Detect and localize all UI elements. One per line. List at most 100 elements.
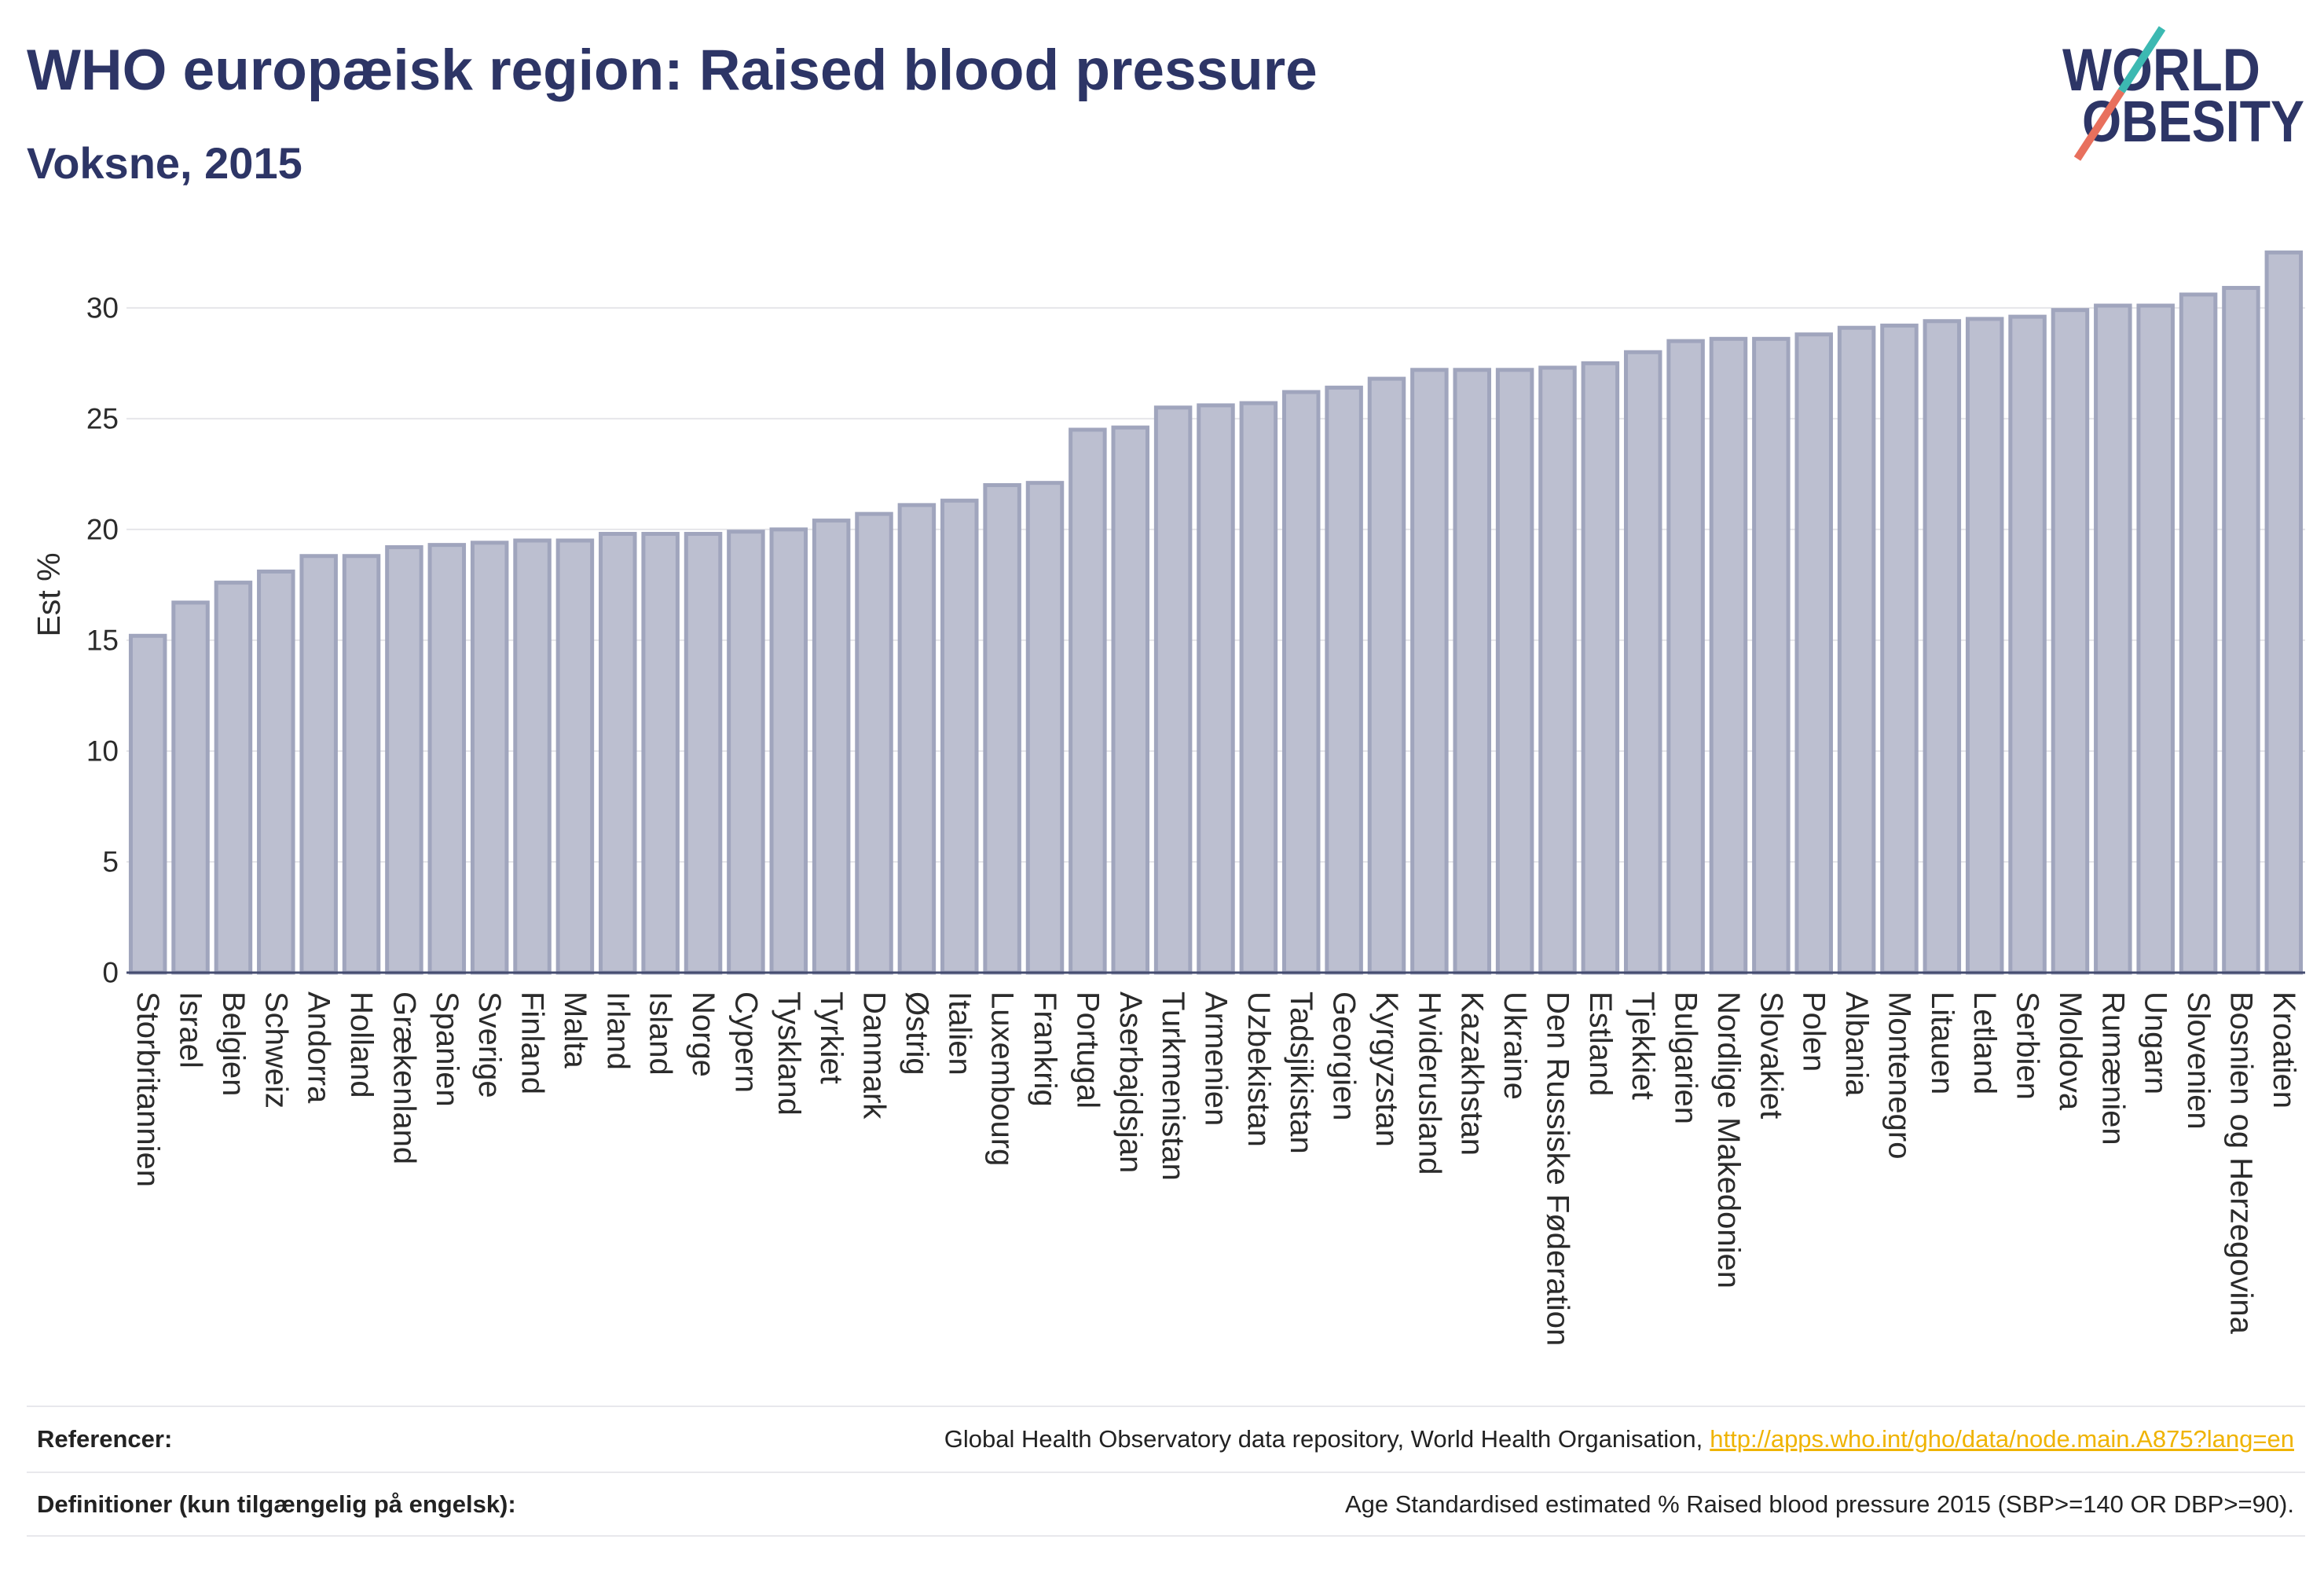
x-tick-label-moldova: Moldova — [2053, 991, 2088, 1111]
x-tick-label-uzbekistan: Uzbekistan — [1241, 991, 1276, 1147]
x-tick-label-kazakhstan: Kazakhstan — [1455, 991, 1490, 1156]
bar-rumaenien — [2094, 303, 2132, 975]
bar-albania — [1837, 325, 1876, 975]
x-tick-label-schweiz: Schweiz — [258, 991, 293, 1109]
y-axis-title: Est % — [31, 552, 67, 636]
x-tick-label-litauen: Litauen — [1925, 991, 1959, 1094]
y-tick-label-0: 0 — [102, 957, 119, 989]
bar-irland — [599, 532, 637, 975]
logo-slash-top — [2117, 26, 2166, 93]
x-tick-label-rumaenien: Rumænien — [2095, 991, 2130, 1145]
x-tick-label-kyrgyzstan: Kyrgyzstan — [1369, 991, 1404, 1147]
x-tick-label-slovakiet: Slovakiet — [1754, 991, 1788, 1119]
references-label: Referencer: — [37, 1425, 173, 1453]
definitions-label: Definitioner (kun tilgængelig på engelsk… — [37, 1490, 516, 1518]
bar-holland — [342, 554, 381, 975]
bar-chart: 0 5 10 15 20 25 30 Storbritannien Israel Belgien… — [31, 250, 2305, 1346]
x-tick-label-bulgarien: Bulgarien — [1669, 991, 1703, 1124]
x-tick-label-tadsjikistan: Tadsjikistan — [1284, 991, 1318, 1154]
references-row: Referencer: Global Health Observatory da… — [27, 1406, 2305, 1472]
footer-table: Referencer: Global Health Observatory da… — [27, 1406, 2305, 1537]
bar-storbritannien — [128, 633, 167, 975]
y-tick-label-20: 20 — [86, 513, 119, 545]
x-tick-label-ungarn: Ungarn — [2139, 991, 2173, 1094]
bar-estland — [1581, 361, 1620, 975]
x-tick-label-danmark: Danmark — [857, 991, 892, 1120]
x-tick-label-andorra: Andorra — [302, 991, 336, 1104]
x-tick-label-tyrkiet: Tyrkiet — [814, 991, 849, 1084]
x-tick-label-holland: Holland — [344, 991, 379, 1098]
bar-luxembourg — [983, 482, 1021, 975]
bar-kroatien — [2264, 250, 2304, 975]
x-tick-label-irland: Irland — [600, 991, 635, 1070]
x-tick-label-finland: Finland — [515, 991, 550, 1094]
bar-frankrig — [1025, 481, 1065, 975]
x-tick-label-letland: Letland — [1967, 991, 2002, 1094]
bar-norge — [684, 532, 723, 975]
x-tick-label-ukraine: Ukraine — [1497, 991, 1532, 1100]
x-tick-label-malta: Malta — [558, 991, 592, 1069]
bar-slovakiet — [1752, 336, 1791, 975]
y-tick-label-15: 15 — [86, 624, 119, 656]
bar-bulgarien — [1666, 339, 1705, 975]
bar-uzbekistan — [1239, 401, 1278, 975]
x-tick-label-oestrig: Østrig — [900, 991, 934, 1076]
x-tick-label-den-russiske-foederation: Den Russiske Føderation — [1540, 991, 1574, 1346]
bar-ungarn — [2136, 303, 2175, 975]
x-tick-labels: Storbritannien Israel Belgien Schweiz Andorr… — [130, 991, 2301, 1346]
logo-slash-bottom — [2073, 89, 2125, 161]
x-tick-label-kroatien: Kroatien — [2267, 991, 2301, 1109]
bar-moldova — [2051, 308, 2090, 975]
references-value: Global Health Observatory data repositor… — [944, 1425, 2294, 1453]
y-tick-label-5: 5 — [102, 845, 119, 878]
bar-nordlige-makedonien — [1709, 336, 1748, 975]
world-obesity-logo: WORLD OBESITY — [2062, 26, 2304, 161]
bar-kazakhstan — [1453, 368, 1491, 975]
x-tick-label-albania: Albania — [1839, 991, 1874, 1097]
bar-letland — [1965, 317, 2004, 975]
x-tick-label-frankrig: Frankrig — [1028, 991, 1062, 1107]
x-tick-label-sverige: Sverige — [472, 991, 507, 1098]
definitions-text: Age Standardised estimated % Raised bloo… — [1344, 1490, 2294, 1518]
bar-schweiz — [257, 569, 295, 975]
x-tick-label-tjekkiet: Tjekkiet — [1626, 991, 1660, 1100]
x-tick-label-spanien: Spanien — [430, 991, 464, 1107]
bar-malta — [555, 538, 595, 975]
y-tick-label-30: 30 — [86, 291, 119, 324]
x-tick-label-bosnien-og-herzegovina: Bosnien og Herzegovina — [2223, 991, 2258, 1335]
bar-tyskland — [769, 527, 808, 975]
y-tick-label-25: 25 — [86, 402, 119, 434]
bar-oestrig — [897, 503, 937, 975]
bar-kyrgyzstan — [1367, 376, 1406, 975]
x-tick-label-serbien: Serbien — [2011, 991, 2045, 1100]
x-tick-label-portugal: Portugal — [1070, 991, 1105, 1109]
bar-ukraine — [1495, 368, 1534, 975]
bar-aserbajdsjan — [1111, 425, 1150, 975]
bar-armenien — [1197, 403, 1235, 975]
x-tick-label-norge: Norge — [686, 991, 720, 1077]
x-tick-label-hviderusland: Hviderusland — [1412, 991, 1446, 1175]
bar-den-russiske-foederation — [1538, 365, 1577, 975]
bar-hviderusland — [1410, 368, 1449, 975]
chart-title: WHO europæisk region: Raised blood press… — [27, 38, 1318, 102]
x-tick-label-belgien: Belgien — [216, 991, 251, 1096]
bar-litauen — [1923, 319, 1962, 975]
bar-georgien — [1325, 385, 1363, 975]
x-tick-label-italien: Italien — [942, 991, 977, 1076]
bar-sverige — [470, 541, 509, 975]
x-tick-label-slovenien: Slovenien — [2181, 991, 2216, 1130]
reference-link[interactable]: http://apps.who.int/gho/data/node.main.A… — [1710, 1425, 2294, 1453]
definitions-row: Definitioner (kun tilgængelig på engelsk… — [27, 1472, 2305, 1537]
x-tick-label-israel: Israel — [174, 991, 208, 1068]
bar-tyrkiet — [812, 519, 851, 975]
x-tick-label-turkmenistan: Turkmenistan — [1156, 991, 1190, 1181]
x-tick-label-montenegro: Montenegro — [1882, 991, 1916, 1159]
y-tick-label-10: 10 — [86, 735, 119, 767]
bar-turkmenistan — [1153, 405, 1193, 975]
bar-danmark — [855, 511, 893, 975]
bar-graekenland — [385, 544, 423, 975]
bar-italien — [940, 498, 979, 975]
bar-spanien — [427, 543, 467, 975]
bar-slovenien — [2179, 292, 2218, 975]
bar-montenegro — [1880, 323, 1919, 975]
